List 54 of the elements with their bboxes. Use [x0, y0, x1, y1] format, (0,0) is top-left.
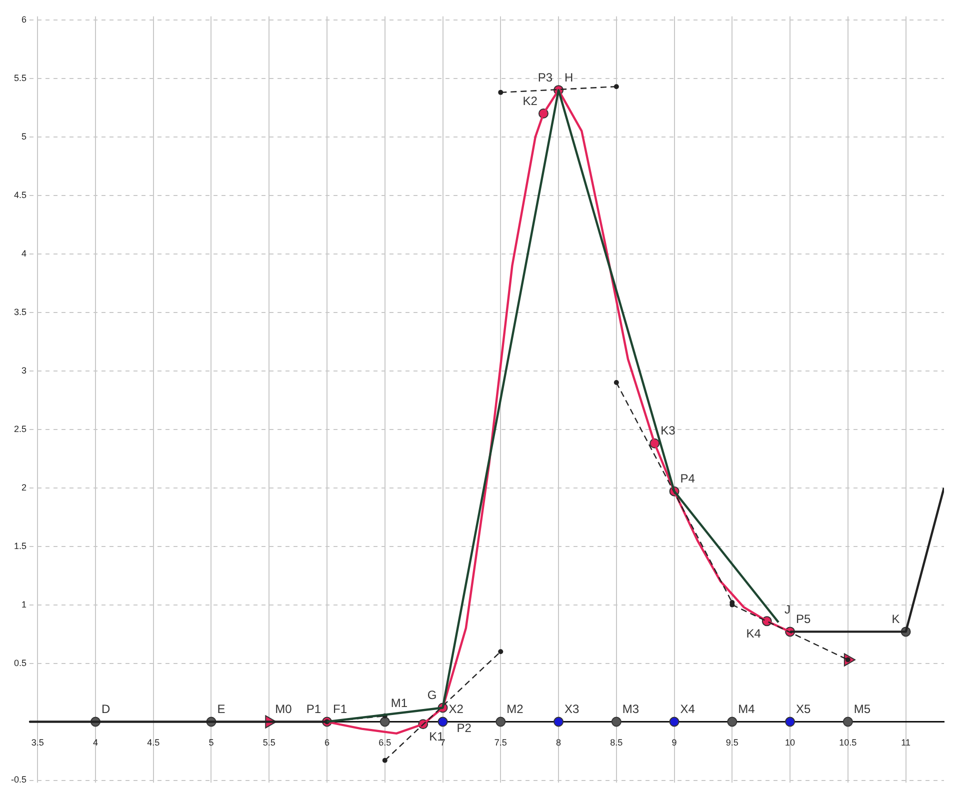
y-tick-label: 0.5 [14, 658, 27, 668]
x-tick-label: 6.5 [378, 738, 392, 748]
annotation: M0 [275, 702, 292, 716]
annotation: P1 [306, 702, 322, 716]
annotation: X3 [564, 702, 580, 716]
x-tick-label: 9.5 [726, 738, 738, 748]
x-tick-label: 11 [901, 738, 910, 748]
x-tick-label: 8 [556, 738, 562, 748]
y-tick-label: 2 [21, 482, 27, 492]
y-tick-label: 5 [21, 131, 27, 142]
annotation: K [892, 612, 900, 626]
annotation: J [784, 602, 790, 617]
y-tick-label: 6 [21, 14, 27, 24]
annotation: D [101, 702, 110, 716]
y-tick-label: 3.5 [14, 306, 27, 317]
annotation: X4 [680, 702, 696, 716]
x-tick-label: 7 [440, 738, 446, 748]
annotation: H [564, 70, 574, 84]
annotation: M1 [390, 696, 408, 710]
annotation: P5 [796, 612, 812, 626]
y-tick-label: 1.5 [14, 540, 27, 551]
x-tick-label: 10 [785, 738, 796, 748]
x-tick-label: 3.5 [31, 738, 44, 748]
x-tick-label: 8.5 [610, 738, 623, 748]
annotation: K2 [522, 94, 538, 108]
annotation: M5 [854, 702, 871, 716]
x-tick-label: 4 [92, 738, 98, 748]
x-tick-label: 9 [672, 738, 677, 748]
x-tick-label: 10.5 [839, 738, 857, 748]
x-tick-label: 5 [208, 738, 214, 748]
x-tick-label: 4.5 [147, 738, 160, 748]
y-tick-label: 2.5 [14, 424, 27, 434]
annotation: M3 [622, 702, 640, 716]
annotation: P3 [538, 70, 553, 84]
annotation: K3 [660, 424, 676, 438]
annotation: K4 [746, 626, 762, 640]
y-tick-label: 3 [21, 365, 27, 376]
annotation: M4 [738, 702, 756, 716]
annotation: P2 [456, 721, 472, 736]
y-tick-label: 4 [21, 248, 27, 258]
annotation: G [427, 688, 437, 702]
y-tick-label: -0.5 [10, 774, 27, 785]
annotation: M2 [506, 702, 524, 716]
annotation: X2 [448, 702, 464, 716]
annotation: P4 [680, 472, 696, 486]
y-tick-label: 1 [21, 599, 27, 610]
annotation: F1 [333, 702, 348, 716]
x-tick-label: 7.5 [494, 738, 507, 748]
x-tick-label: 5.5 [262, 738, 276, 748]
x-tick-label: 6 [324, 738, 330, 748]
y-tick-label: 4.5 [14, 190, 27, 200]
y-tick-label: 5.5 [14, 72, 27, 83]
annotation: E [217, 702, 226, 716]
annotation: X5 [796, 702, 812, 716]
